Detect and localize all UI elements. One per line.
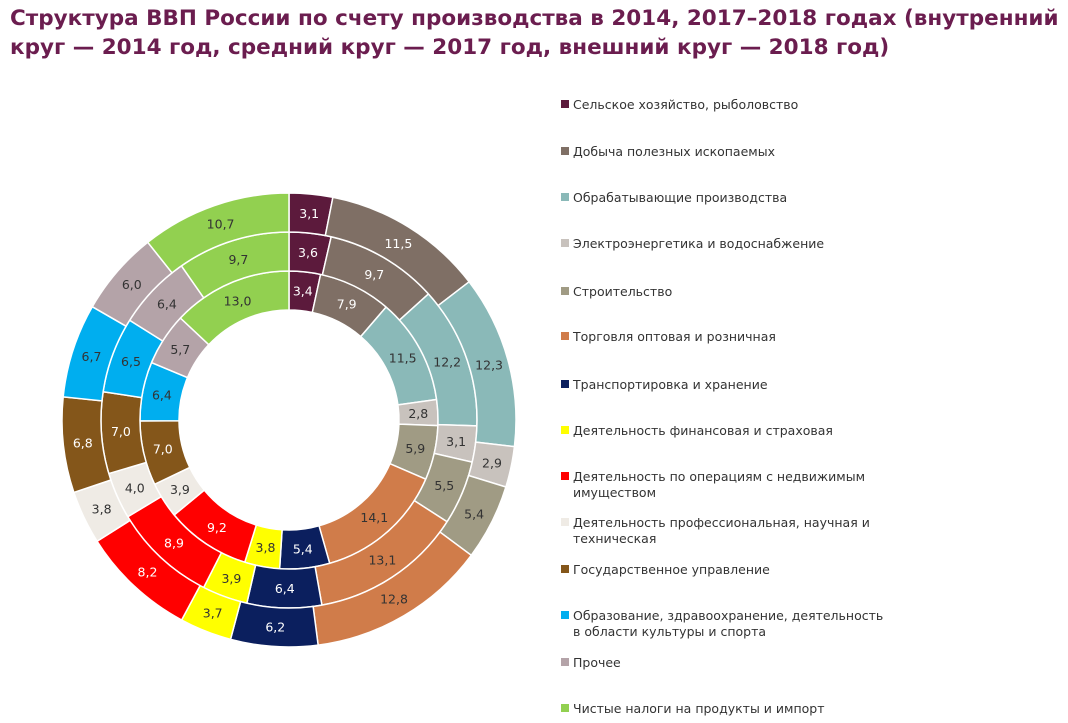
segment-label-2017-13: 9,7 [228,252,248,267]
legend-item: Деятельность по операциям с недвижимым и… [561,469,891,501]
legend-swatch [561,658,569,666]
legend-item: Деятельность профессиональная, научная и… [561,515,891,547]
segment-label-2014-2: 11,5 [389,351,417,366]
segment-label-2017-11: 6,5 [121,354,141,369]
legend-swatch [561,565,569,573]
segment-label-2017-2: 12,2 [433,354,461,369]
legend-label: Деятельность профессиональная, научная и… [573,515,870,546]
legend-swatch [561,193,569,201]
legend-label: Деятельность финансовая и страховая [573,423,833,438]
legend-label: Сельское хозяйство, рыболовство [573,97,799,112]
segment-label-2018-8: 8,2 [138,564,158,579]
legend-item: Электроэнергетика и водоснабжение [561,236,891,252]
legend-item: Сельское хозяйство, рыболовство [561,97,891,113]
legend-swatch [561,426,569,434]
segment-label-2014-11: 6,4 [152,387,172,402]
segment-label-2018-1: 11,5 [384,236,412,251]
legend-label: Прочее [573,655,621,670]
legend-item: Строительство [561,284,891,300]
segment-label-2018-7: 3,7 [203,606,223,621]
segment-label-2017-0: 3,6 [298,245,318,260]
segment-label-2018-0: 3,1 [299,206,319,221]
segment-label-2014-6: 5,4 [293,541,313,556]
legend-label: Государственное управление [573,562,770,577]
segment-label-2014-12: 5,7 [170,342,190,357]
segment-label-2017-5: 13,1 [368,553,396,568]
legend-item: Транспортировка и хранение [561,377,891,393]
segment-label-2014-0: 3,4 [293,284,313,299]
segment-label-2017-9: 4,0 [125,480,145,495]
segment-label-2018-13: 10,7 [207,217,235,232]
segment-label-2018-10: 6,8 [73,436,93,451]
legend-swatch [561,518,569,526]
segment-label-2014-8: 9,2 [207,520,227,535]
segment-label-2014-5: 14,1 [360,510,388,525]
legend-swatch [561,147,569,155]
legend-label: Электроэнергетика и водоснабжение [573,236,825,251]
segment-label-2018-12: 6,0 [122,277,142,292]
legend-item: Торговля оптовая и розничная [561,329,891,345]
legend-item: Государственное управление [561,562,891,578]
segment-label-2018-9: 3,8 [92,502,112,517]
legend-item: Образование, здравоохранение, деятельнос… [561,608,891,640]
segment-label-2017-1: 9,7 [364,267,384,282]
legend-item: Прочее [561,655,891,671]
segment-label-2014-4: 5,9 [405,441,425,456]
legend-label: Образование, здравоохранение, деятельнос… [573,608,884,639]
legend-label: Торговля оптовая и розничная [573,329,776,344]
segment-label-2017-6: 6,4 [275,581,295,596]
segment-label-2014-7: 3,8 [256,540,276,555]
legend-item: Чистые налоги на продукты и импорт [561,701,891,717]
legend-swatch [561,704,569,712]
segment-label-2018-4: 5,4 [464,506,484,521]
legend-label: Обрабатывающие производства [573,190,788,205]
segment-label-2018-11: 6,7 [82,349,102,364]
segment-label-2014-13: 13,0 [224,294,252,309]
legend-swatch [561,472,569,480]
segment-label-2018-6: 6,2 [265,620,285,635]
legend-swatch [561,239,569,247]
segment-label-2014-1: 7,9 [337,297,357,312]
legend-label: Добыча полезных ископаемых [573,144,775,159]
segment-label-2017-4: 5,5 [434,478,454,493]
legend-item: Добыча полезных ископаемых [561,144,891,160]
segment-label-2018-2: 12,3 [475,358,503,373]
segment-label-2017-10: 7,0 [111,424,131,439]
legend-label: Транспортировка и хранение [573,377,768,392]
segment-label-2014-10: 7,0 [153,442,173,457]
legend-swatch [561,380,569,388]
legend-swatch [561,287,569,295]
legend-swatch [561,332,569,340]
segment-label-2017-8: 8,9 [164,536,184,551]
legend-item: Обрабатывающие производства [561,190,891,206]
legend-item: Деятельность финансовая и страховая [561,423,891,439]
segment-label-2014-3: 2,8 [408,406,428,421]
legend-label: Чистые налоги на продукты и импорт [573,701,825,716]
segment-2018-13 [146,192,290,274]
segment-label-2018-3: 2,9 [482,456,502,471]
segment-label-2017-12: 6,4 [157,296,177,311]
legend-label: Деятельность по операциям с недвижимым и… [573,469,866,500]
legend-swatch [561,611,569,619]
segment-label-2017-7: 3,9 [221,571,241,586]
segment-label-2018-5: 12,8 [380,592,408,607]
segment-label-2014-9: 3,9 [170,482,190,497]
chart-title: Структура ВВП России по счету производст… [10,6,1059,60]
segment-label-2017-3: 3,1 [446,434,466,449]
legend-swatch [561,100,569,108]
legend-label: Строительство [573,284,673,299]
